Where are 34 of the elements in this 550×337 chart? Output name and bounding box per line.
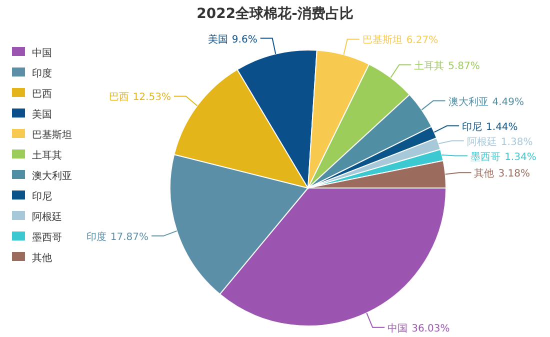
slice-label: 美国 (208, 33, 228, 46)
data-label: 1.44% (486, 122, 518, 133)
slice-label: 印尼 (462, 120, 482, 133)
legend-label: 中国 (32, 47, 52, 59)
slice-label: 巴西 (108, 92, 129, 104)
legend-label: 印度 (32, 68, 52, 80)
legend-label: 美国 (32, 108, 52, 120)
slice-label: 土耳其 (414, 60, 444, 72)
slice-label: 阿根廷 (466, 136, 497, 148)
slice-label: 墨西哥 (470, 152, 501, 163)
data-label: 17.87% (110, 232, 149, 243)
legend-label: 墨西哥 (32, 232, 62, 244)
data-label: 3.18% (498, 168, 530, 180)
legend-label: 澳大利亚 (32, 170, 72, 182)
slice-label: 其他 (474, 168, 494, 180)
slice-label: 巴基斯坦 (362, 34, 402, 46)
slice-label: 中国 (388, 322, 408, 334)
data-label: 5.87% (448, 60, 480, 72)
legend-label: 印尼 (32, 190, 52, 202)
slice-label: 澳大利亚 (448, 96, 488, 108)
legend-label: 巴基斯坦 (32, 129, 72, 141)
data-label: 1.38% (500, 136, 533, 148)
legend-label: 巴西 (32, 89, 52, 100)
data-label: 4.49% (492, 96, 524, 108)
legend-label: 阿根廷 (32, 211, 62, 223)
legend-label: 土耳其 (32, 150, 62, 162)
data-label: 6.27% (406, 35, 438, 46)
legend-label: 其他 (32, 252, 52, 264)
data-label: 12.53% (132, 92, 171, 104)
chart-title: 2022全球棉花-消费占比 (196, 6, 354, 22)
data-label: 9.6% (232, 34, 258, 46)
slice-label: 印度 (86, 230, 106, 243)
data-label: 1.34% (504, 152, 536, 163)
data-label: 36.03% (412, 323, 450, 334)
